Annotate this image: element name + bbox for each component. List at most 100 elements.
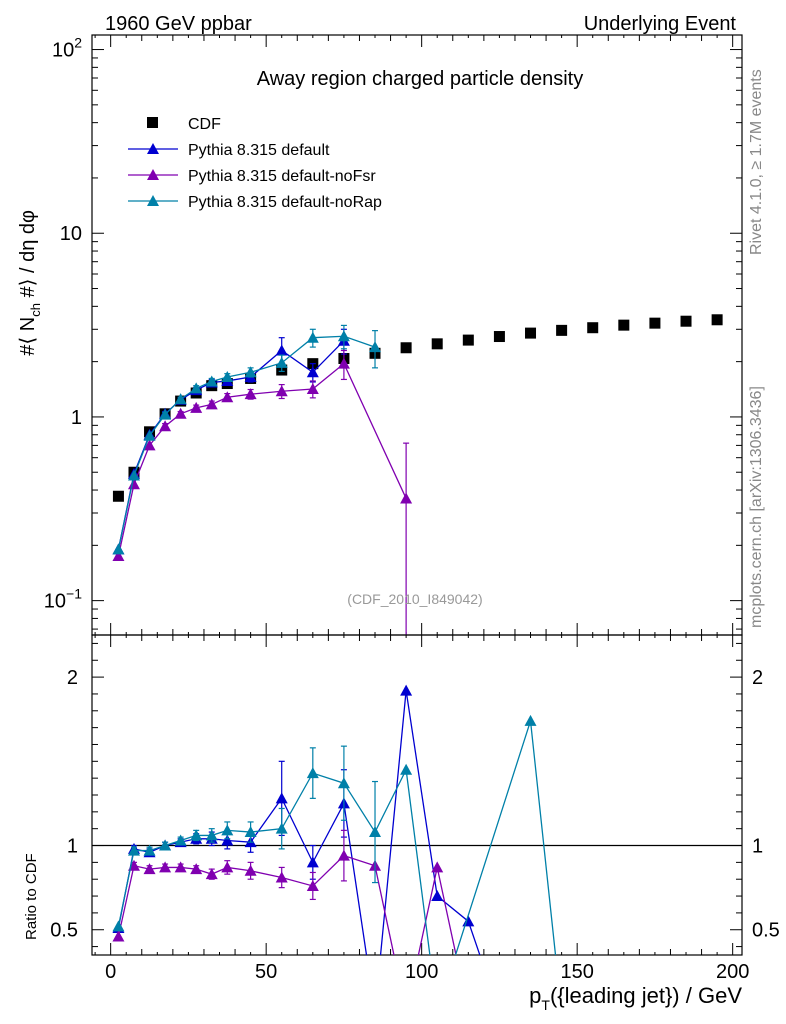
ratio-data (92, 684, 742, 955)
y-label-part-c: #⟩ / dη dφ (17, 210, 39, 303)
x-tick-label: 150 (560, 961, 593, 983)
y-label-part-b: ⟨ N (17, 317, 39, 345)
data-point (190, 382, 203, 394)
ratio-data-point (524, 714, 537, 726)
data-point-cdf (525, 327, 537, 339)
ratio-data-point (221, 834, 234, 846)
ratio-data-point (244, 826, 257, 838)
data-point-cdf (556, 324, 568, 336)
data-point (244, 388, 257, 400)
data-point (306, 331, 319, 343)
ratio-data-point (159, 861, 172, 873)
data-point (174, 393, 187, 405)
x-label-rest: ({leading jet}) / GeV (550, 983, 742, 1008)
ratio-data-point (337, 849, 350, 861)
data-point (143, 429, 156, 441)
data-point-cdf (493, 331, 505, 343)
main-data (112, 314, 723, 635)
ratio-data-point (174, 834, 187, 846)
legend-marker-cdf (147, 117, 158, 128)
main-y-axis-label: #⟨ Nch #⟩ / dη dφ (17, 210, 43, 356)
ratio-data-point (275, 871, 288, 883)
legend-marker-default (147, 143, 159, 154)
ratio-data-point (400, 684, 413, 696)
y-label-sub: ch (28, 303, 43, 317)
data-point (337, 357, 350, 369)
legend-marker-norap (147, 195, 159, 206)
x-tick-label: 0 (105, 961, 116, 983)
y-tick-base: 1 (71, 407, 82, 429)
ratio-data-point (190, 863, 203, 875)
data-point (275, 385, 288, 397)
y-tick-label: 1 (71, 407, 82, 429)
ratio-data-point (431, 861, 444, 873)
ratio-y-tick-label: 2 (67, 667, 78, 689)
data-point (174, 407, 187, 419)
data-point-cdf (649, 317, 661, 329)
ratio-data-point (205, 868, 218, 880)
ratio-y-tick-label: 0.5 (50, 920, 78, 942)
data-point-cdf (711, 314, 723, 326)
ratio-data-point (127, 844, 140, 856)
data-point-cdf (112, 490, 124, 502)
x-tick-label: 50 (255, 961, 277, 983)
legend-label-nofsr: Pythia 8.315 default-noFsr (188, 168, 376, 185)
ratio-data-point (306, 767, 319, 779)
series-line (117, 362, 407, 557)
y-tick-base: 10 (60, 223, 82, 245)
y-tick-label: 102 (52, 35, 82, 62)
ratio-data-point (369, 826, 382, 838)
ratio-data-point (205, 829, 218, 841)
ratio-series-line (117, 854, 457, 955)
legend-label-default: Pythia 8.315 default (188, 142, 330, 159)
ratio-data-point (190, 829, 203, 841)
ratio-series-line (117, 720, 557, 955)
data-point (190, 401, 203, 413)
data-point (159, 408, 172, 420)
ratio-data-point (431, 890, 444, 902)
x-label-sub: T (541, 997, 550, 1013)
x-axis-label: pT({leading jet}) / GeV (529, 983, 742, 1013)
data-point (112, 543, 125, 555)
ratio-data-point (275, 822, 288, 834)
data-point (275, 356, 288, 368)
data-point (221, 391, 234, 403)
header-right: Underlying Event (584, 13, 737, 35)
data-point (244, 366, 257, 378)
ratio-y-tick-label-right: 2 (752, 667, 763, 689)
data-point (112, 549, 125, 561)
ratio-data-point (221, 861, 234, 873)
ratio-data-point (306, 856, 319, 868)
ratio-data-point (244, 864, 257, 876)
ratio-data-point (143, 844, 156, 856)
series-line (117, 335, 376, 550)
x-tick-label: 200 (716, 961, 749, 983)
data-point (127, 469, 140, 481)
data-point (127, 478, 140, 490)
data-point-cdf (462, 334, 474, 346)
y-tick-base: 10 (52, 40, 74, 62)
data-point (275, 344, 288, 356)
ratio-data-point (143, 863, 156, 875)
ratio-y-tick-label-right: 0.5 (752, 920, 780, 942)
y-tick-label: 10 (60, 223, 82, 245)
y-tick-exponent: 2 (74, 35, 82, 51)
ratio-data-point (112, 930, 125, 942)
ratio-series-line (117, 690, 481, 955)
data-point (306, 366, 319, 378)
data-point-cdf (400, 342, 412, 354)
ratio-data-point (337, 777, 350, 789)
plot-title: Away region charged particle density (257, 68, 583, 90)
data-point (205, 375, 218, 387)
y-label-part-a: # (17, 344, 39, 356)
ratio-data-point (306, 879, 319, 891)
ratio-y-tick-label-right: 1 (752, 836, 763, 858)
ratio-data-point (174, 861, 187, 873)
x-tick-label: 100 (405, 961, 438, 983)
data-point (159, 420, 172, 432)
data-point (205, 398, 218, 410)
